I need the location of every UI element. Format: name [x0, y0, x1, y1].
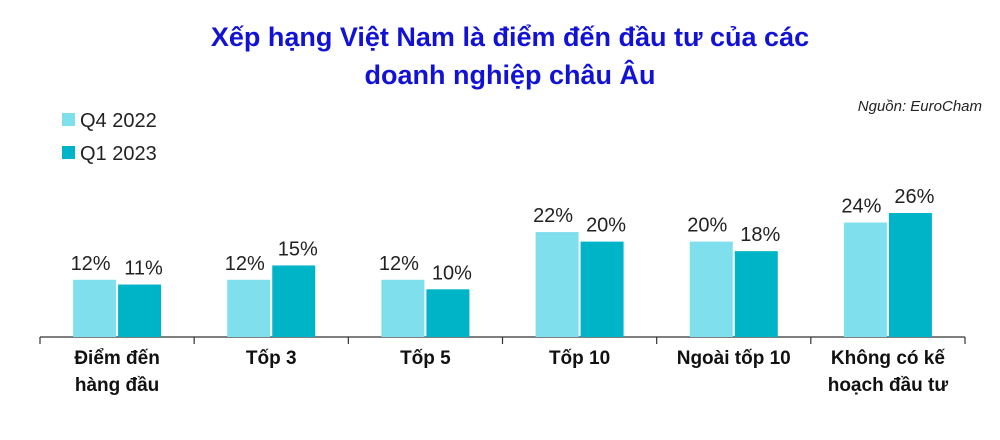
x-tick-label: Ngoài tốp 10: [676, 348, 791, 369]
bar: [227, 279, 271, 337]
data-label: 10%: [432, 262, 472, 284]
data-label: 12%: [379, 253, 419, 275]
legend-swatch: [62, 146, 75, 159]
x-tick-label: Tốp 10: [548, 348, 611, 369]
x-tick-label: Tốp 3: [245, 348, 297, 369]
data-label: 11%: [124, 258, 163, 280]
data-label: 24%: [841, 196, 881, 218]
bar: [272, 265, 316, 337]
data-label: 15%: [278, 238, 318, 260]
data-label: 20%: [687, 215, 727, 237]
x-tick-label: Không có kế hoạch đầu tư: [827, 348, 949, 396]
bar: [580, 241, 624, 337]
legend-swatch: [62, 113, 75, 126]
source-note: Nguồn: EuroCham: [857, 98, 982, 115]
bar: [73, 279, 117, 337]
bar: [426, 289, 470, 337]
bar: [734, 251, 778, 337]
data-label: 22%: [533, 205, 573, 227]
bar: [888, 213, 932, 337]
data-label: 20%: [586, 215, 626, 237]
legend-label: Q1 2023: [80, 143, 157, 165]
bar: [689, 241, 733, 337]
bar: [535, 232, 579, 337]
data-label: 18%: [740, 224, 780, 246]
data-label: 12%: [71, 253, 111, 275]
x-tick-label: Điểm đến hàng đầu: [74, 348, 160, 396]
data-label: 26%: [894, 186, 934, 208]
legend-label: Q4 2022: [80, 110, 157, 132]
bar: [843, 222, 887, 337]
bar: [118, 284, 162, 337]
bar: [381, 279, 425, 337]
chart-title: Xếp hạng Việt Nam là điểm đến đầu tư của…: [210, 22, 810, 90]
data-label: 12%: [225, 253, 265, 275]
x-tick-label: Tốp 5: [400, 348, 451, 369]
